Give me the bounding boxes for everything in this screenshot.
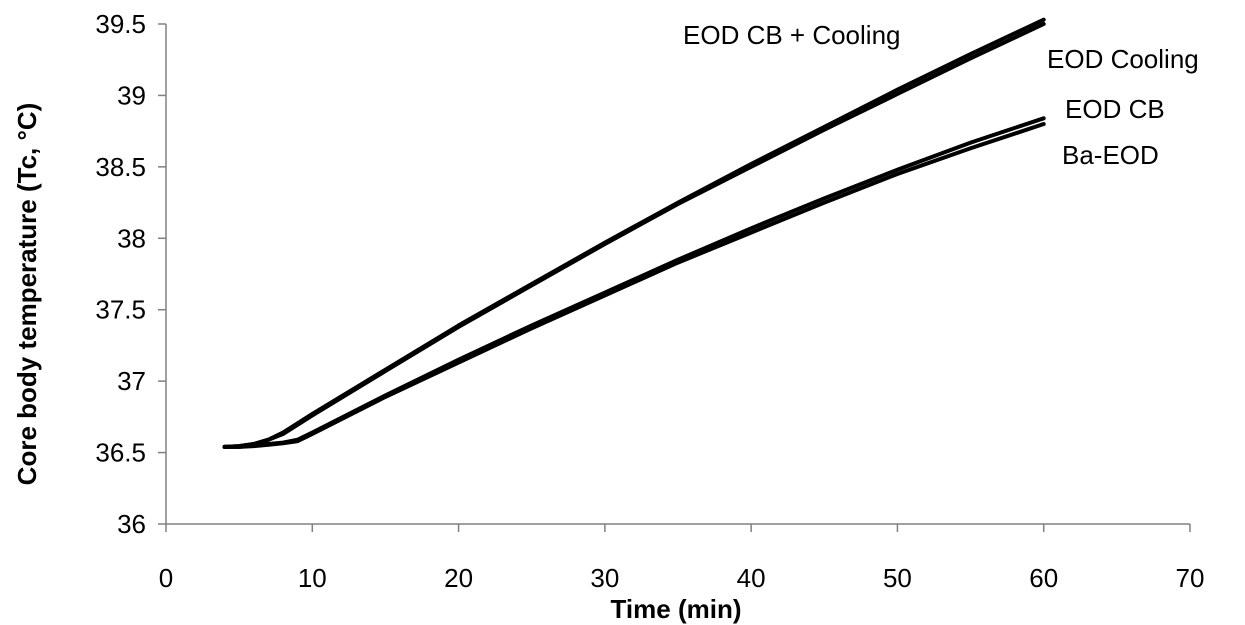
y-tick-label: 39 bbox=[117, 80, 146, 110]
y-tick-label: 38 bbox=[117, 223, 146, 253]
series-lines bbox=[222, 17, 1046, 449]
y-tick-label: 37 bbox=[117, 366, 146, 396]
x-tick-label: 70 bbox=[1176, 563, 1205, 593]
y-axis-title: Core body temperature (Tc, °C) bbox=[12, 103, 42, 486]
x-axis-ticks: 0 10 20 30 40 50 60 70 bbox=[159, 524, 1205, 593]
series-label: EOD CB + Cooling bbox=[683, 20, 900, 50]
x-axis-title: Time (min) bbox=[611, 594, 742, 624]
plot-area: 36 36.5 37 37.5 38 38.5 39 39.5 0 10 20 30 40 50 60 70… bbox=[95, 9, 1204, 593]
series-line-eod-cooling bbox=[222, 22, 1046, 449]
y-tick-label: 36 bbox=[117, 509, 146, 539]
y-tick-label: 38.5 bbox=[95, 152, 146, 182]
y-tick-label: 37.5 bbox=[95, 295, 146, 325]
x-tick-label: 40 bbox=[737, 563, 766, 593]
x-tick-label: 50 bbox=[883, 563, 912, 593]
series-label: EOD CB bbox=[1065, 94, 1165, 124]
series-line-ba-eod bbox=[222, 122, 1046, 449]
y-tick-label: 39.5 bbox=[95, 9, 146, 39]
y-axis-ticks: 36 36.5 37 37.5 38 38.5 39 39.5 bbox=[95, 9, 166, 539]
y-tick-label: 36.5 bbox=[95, 438, 146, 468]
series-label: Ba-EOD bbox=[1062, 140, 1159, 170]
series-label: EOD Cooling bbox=[1047, 44, 1199, 74]
x-tick-label: 20 bbox=[444, 563, 473, 593]
series-labels: EOD CB + Cooling EOD Cooling EOD CB Ba-EOD bbox=[683, 20, 1199, 170]
x-tick-label: 0 bbox=[159, 563, 173, 593]
x-tick-label: 30 bbox=[590, 563, 619, 593]
x-tick-label: 10 bbox=[298, 563, 327, 593]
x-tick-label: 60 bbox=[1029, 563, 1058, 593]
